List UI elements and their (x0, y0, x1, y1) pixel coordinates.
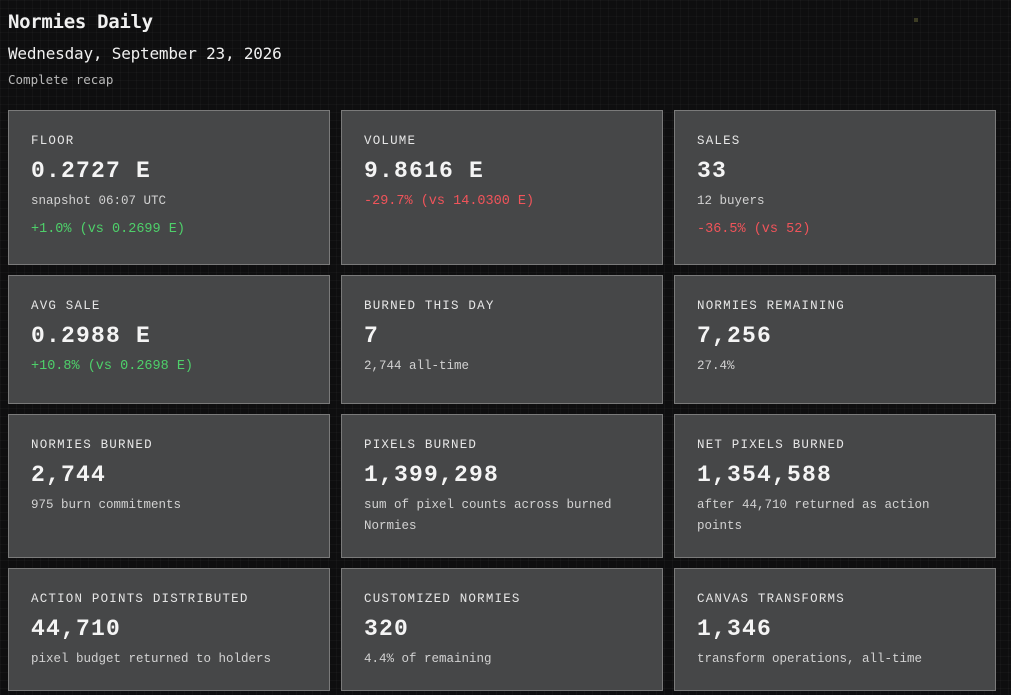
card-value: 1,346 (697, 616, 773, 642)
card-value: 320 (364, 616, 410, 642)
stat-card-net-pixels-burned: NET PIXELS BURNED 1,354,588 after 44,710… (674, 414, 996, 558)
stat-card-volume: VOLUME 9.8616 E -29.7% (vs 14.0300 E) (341, 110, 663, 265)
page-title: Normies Daily (8, 11, 153, 33)
page-subtitle: Complete recap (8, 72, 114, 87)
card-label: CANVAS TRANSFORMS (697, 592, 845, 606)
card-label: FLOOR (31, 134, 75, 148)
card-value: 44,710 (31, 616, 122, 642)
card-label: ACTION POINTS DISTRIBUTED (31, 592, 249, 606)
card-delta: +1.0% (vs 0.2699 E) (31, 222, 185, 237)
card-delta: -36.5% (vs 52) (697, 222, 811, 237)
card-label: NORMIES BURNED (31, 438, 153, 452)
card-subtext: sum of pixel counts across burned Normie… (364, 498, 612, 533)
decorative-dot (914, 18, 918, 22)
card-delta: -29.7% (vs 14.0300 E) (364, 194, 535, 209)
card-value: 0.2988 E (31, 323, 152, 349)
stat-card-canvas-transforms: CANVAS TRANSFORMS 1,346 transform operat… (674, 568, 996, 691)
card-subtext: pixel budget returned to holders (31, 652, 272, 666)
card-subtext: snapshot 06:07 UTC (31, 194, 167, 208)
stat-card-avg-sale: AVG SALE 0.2988 E +10.8% (vs 0.2698 E) (8, 275, 330, 404)
card-label: SALES (697, 134, 741, 148)
card-value: 1,354,588 (697, 462, 833, 488)
card-value: 0.2727 E (31, 158, 152, 184)
card-label: NET PIXELS BURNED (697, 438, 845, 452)
card-subtext: 4.4% of remaining (364, 652, 492, 666)
card-subtext: 2,744 all-time (364, 359, 470, 373)
stat-card-customized-normies: CUSTOMIZED NORMIES 320 4.4% of remaining (341, 568, 663, 691)
card-subtext: after 44,710 returned as action points (697, 498, 930, 533)
card-label: AVG SALE (31, 299, 101, 313)
card-subtext: 27.4% (697, 359, 735, 373)
card-value: 1,399,298 (364, 462, 500, 488)
stat-card-sales: SALES 33 12 buyers -36.5% (vs 52) (674, 110, 996, 265)
report-date: Wednesday, September 23, 2026 (8, 44, 282, 63)
card-label: VOLUME (364, 134, 417, 148)
card-label: CUSTOMIZED NORMIES (364, 592, 521, 606)
card-label: NORMIES REMAINING (697, 299, 845, 313)
card-subtext: 12 buyers (697, 194, 765, 208)
card-value: 2,744 (31, 462, 107, 488)
card-subtext: transform operations, all-time (697, 652, 923, 666)
stat-card-action-points-distributed: ACTION POINTS DISTRIBUTED 44,710 pixel b… (8, 568, 330, 691)
card-value: 33 (697, 158, 728, 184)
card-value: 7 (364, 323, 380, 349)
page-header: Normies Daily Wednesday, September 23, 2… (8, 10, 282, 89)
card-label: PIXELS BURNED (364, 438, 478, 452)
stat-card-floor: FLOOR 0.2727 E snapshot 06:07 UTC +1.0% … (8, 110, 330, 265)
stat-card-normies-burned: NORMIES BURNED 2,744 975 burn commitment… (8, 414, 330, 558)
card-value: 9.8616 E (364, 158, 485, 184)
card-subtext: 975 burn commitments (31, 498, 182, 512)
card-value: 7,256 (697, 323, 773, 349)
card-label: BURNED THIS DAY (364, 299, 495, 313)
stat-card-normies-remaining: NORMIES REMAINING 7,256 27.4% (674, 275, 996, 404)
stat-card-burned-this-day: BURNED THIS DAY 7 2,744 all-time (341, 275, 663, 404)
stat-card-pixels-burned: PIXELS BURNED 1,399,298 sum of pixel cou… (341, 414, 663, 558)
card-delta: +10.8% (vs 0.2698 E) (31, 359, 194, 374)
